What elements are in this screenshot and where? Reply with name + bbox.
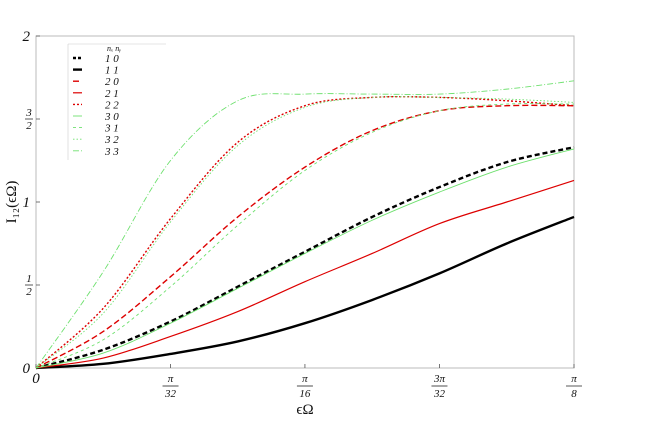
legend-label: 2 0 (105, 76, 119, 88)
y-axis-title: I₁₂(ϵΩ) (4, 181, 20, 224)
y-tick-label-num: 3 (25, 107, 32, 119)
x-tick-label-num: π (302, 373, 308, 385)
x-tick-label-num: π (571, 373, 577, 385)
x-tick-label-den: 8 (571, 388, 577, 400)
legend-label: 3 1 (104, 123, 119, 135)
y-tick-label: 1 (23, 195, 31, 211)
legend: nₓ nᵧ1 01 12 02 12 23 03 13 23 3 (67, 43, 166, 160)
x-tick-label: 0 (32, 371, 40, 387)
x-tick-label-den: 32 (433, 388, 446, 400)
series-line-2-1 (35, 179, 575, 369)
legend-label: 2 1 (105, 88, 119, 100)
legend-label: 3 2 (104, 134, 119, 146)
y-tick-label: 2 (23, 29, 31, 45)
legend-label: 2 2 (105, 99, 119, 111)
series-line-2-2 (35, 95, 575, 369)
x-tick-label-num: π (168, 373, 174, 385)
series-line-3-3 (35, 80, 575, 369)
legend-label: 1 1 (105, 65, 119, 77)
y-tick-label: 0 (23, 361, 31, 377)
y-tick-label-den: 2 (26, 286, 32, 298)
series-line-3-0 (35, 148, 575, 369)
legend-header: nₓ nᵧ (107, 44, 121, 53)
series-line-2-0 (35, 104, 575, 369)
legend-label: 3 3 (104, 146, 119, 158)
series-line-3-1 (35, 103, 575, 369)
series-line-1-0 (35, 146, 575, 370)
series-layer (35, 80, 575, 370)
legend-label: 1 0 (105, 53, 119, 65)
x-axis-title: ϵΩ (296, 402, 313, 418)
y-tick-label-num: 1 (26, 273, 32, 285)
x-tick-label-num: 3π (433, 373, 446, 385)
x-tick-label-den: 16 (299, 388, 311, 400)
series-line-3-2 (35, 96, 575, 369)
x-tick-label-den: 32 (164, 388, 177, 400)
y-tick-label-den: 2 (26, 120, 32, 132)
series-line-1-1 (35, 215, 575, 370)
legend-label: 3 0 (104, 111, 119, 123)
